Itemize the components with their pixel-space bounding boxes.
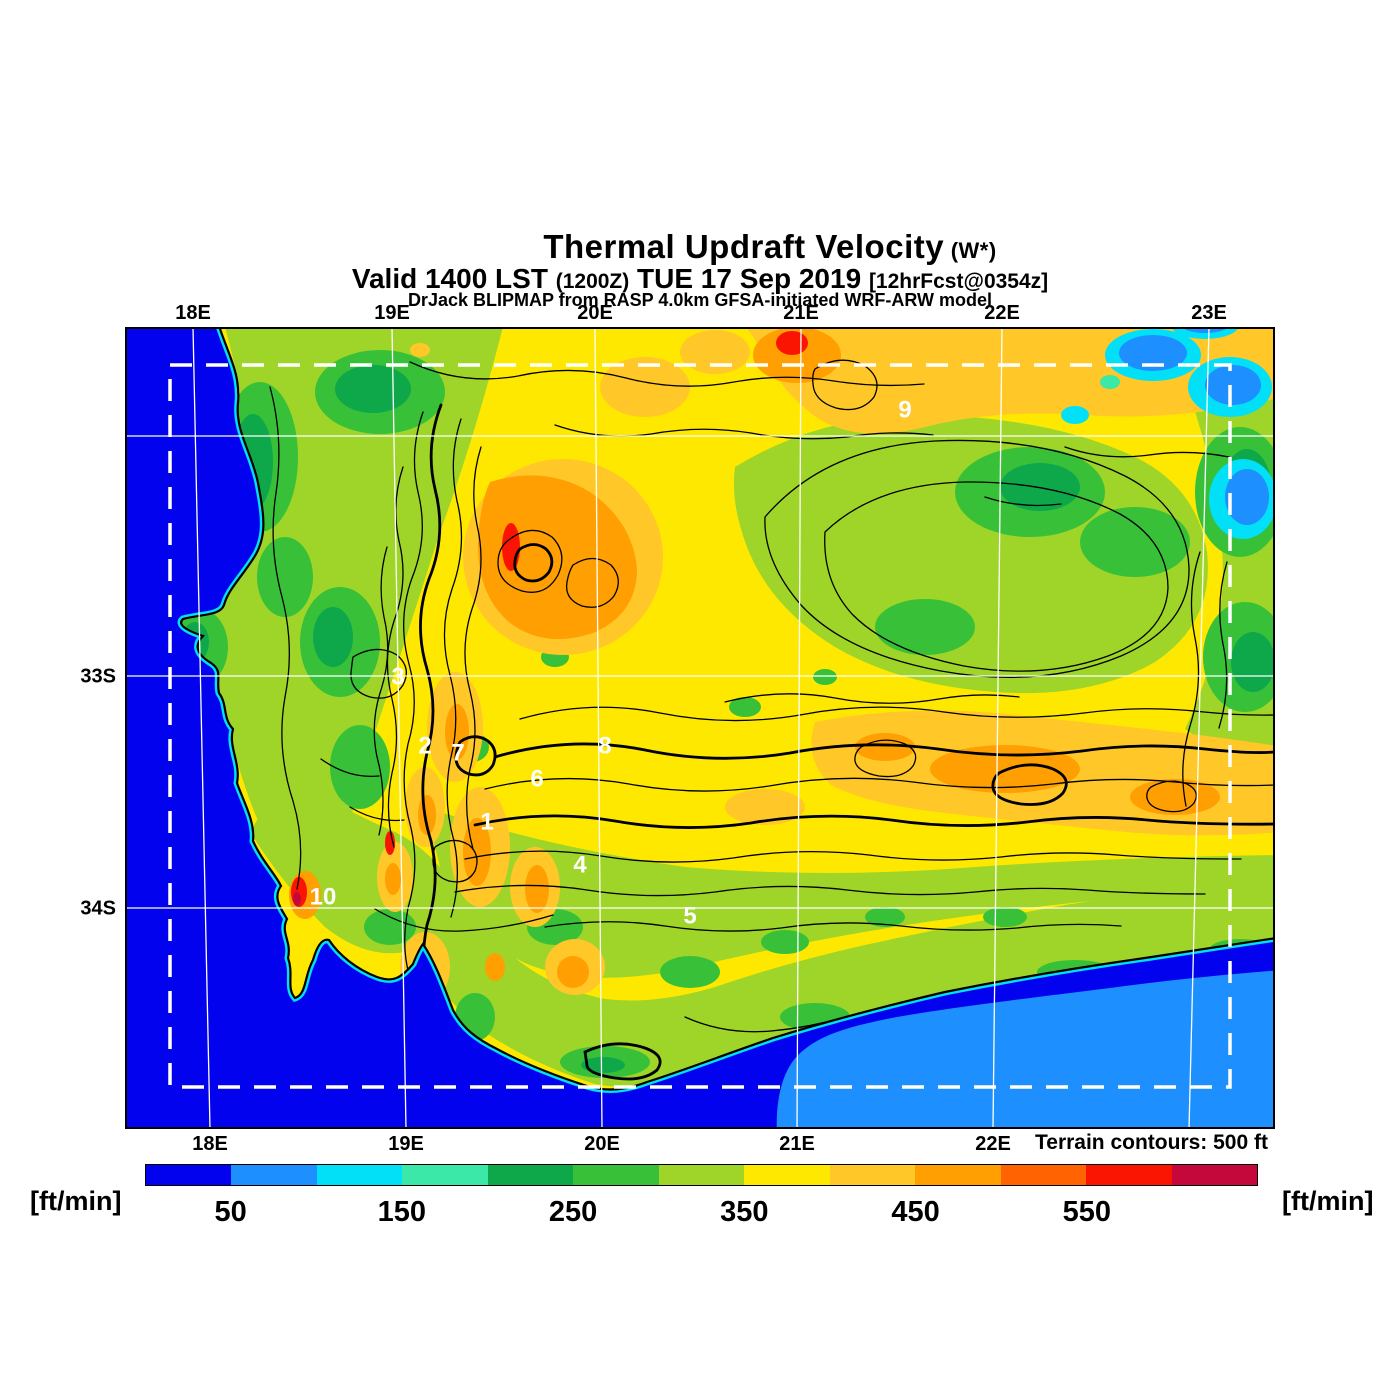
site-label-10: 10 xyxy=(310,884,337,911)
site-label-4: 4 xyxy=(573,852,587,879)
axis-label-19e: 19E xyxy=(374,302,410,324)
colorbar xyxy=(145,1164,1258,1186)
domain-boundary xyxy=(168,363,1232,1089)
axis-label-23e: 23E xyxy=(1191,302,1227,324)
axis-label-20e: 20E xyxy=(584,1133,620,1155)
site-label-6: 6 xyxy=(530,766,543,793)
title-suffix: (W*) xyxy=(944,238,997,263)
terrain-note: Terrain contours: 500 ft xyxy=(1035,1131,1268,1154)
terrain-contours xyxy=(269,359,1275,1081)
axis-label-18e: 18E xyxy=(192,1133,228,1155)
colorbar-segment xyxy=(744,1165,830,1185)
site-label-9: 9 xyxy=(898,397,911,424)
site-label-1: 1 xyxy=(480,809,493,836)
colorbar-segment xyxy=(316,1165,403,1185)
axis-label-33s: 33S xyxy=(80,665,116,688)
axis-label-34s: 34S xyxy=(80,897,116,920)
axis-label-20e: 20E xyxy=(577,302,613,324)
valid-line: Valid 1400 LST (1200Z) TUE 17 Sep 2019 [… xyxy=(0,263,1400,295)
valid-zulu: (1200Z) xyxy=(555,270,630,293)
site-label-2: 2 xyxy=(418,733,431,760)
colorbar-tick-label: 550 xyxy=(1062,1196,1111,1228)
colorbar-segment xyxy=(487,1165,574,1185)
colorbar-segment xyxy=(231,1165,317,1185)
axis-label-22e: 22E xyxy=(975,1133,1011,1155)
sea-lift-patch xyxy=(776,970,1275,1129)
map-frame xyxy=(125,327,1275,1129)
colorbar-tick-label: 50 xyxy=(214,1196,247,1228)
axis-label-21e: 21E xyxy=(779,1133,815,1155)
thermal-map: 1 2 3 4 5 6 7 8 9 10 xyxy=(125,327,1275,1129)
valid-date: TUE 17 Sep 2019 xyxy=(629,263,869,294)
site-label-5: 5 xyxy=(683,903,696,930)
colorbar-segment xyxy=(1171,1165,1258,1185)
axis-label-21e: 21E xyxy=(783,302,819,324)
colorbar-segment xyxy=(915,1165,1001,1185)
map-panel: 1 2 3 4 5 6 7 8 9 10 xyxy=(125,327,1275,1129)
title-main: Thermal Updraft Velocity xyxy=(543,228,945,265)
colorbar-tick-label: 350 xyxy=(720,1196,769,1228)
unit-label-right: [ft/min] xyxy=(1282,1186,1374,1216)
page-title: Thermal Updraft Velocity (W*) xyxy=(70,228,1400,266)
colorbar-tick-label: 150 xyxy=(377,1196,427,1228)
colorbar-tick-label: 450 xyxy=(891,1196,940,1228)
colorbar-segment xyxy=(829,1165,916,1185)
unit-label-left: [ft/min] xyxy=(30,1186,122,1216)
colorbar-segment xyxy=(146,1165,232,1185)
valid-prefix: Valid 1400 LST xyxy=(351,263,556,294)
forecast-tag: [12hrFcst@0354z] xyxy=(868,270,1049,293)
colorbar-tick-label: 250 xyxy=(548,1196,598,1228)
colorbar-segment xyxy=(1086,1165,1172,1185)
site-label-3: 3 xyxy=(391,664,404,691)
graticule xyxy=(125,327,1275,1129)
axis-label-18e: 18E xyxy=(175,302,211,324)
axis-label-19e: 19E xyxy=(388,1133,424,1155)
site-label-7: 7 xyxy=(451,740,464,767)
colorbar-segment xyxy=(1000,1165,1087,1185)
colorbar-segment xyxy=(402,1165,488,1185)
colorbar-segment xyxy=(573,1165,659,1185)
site-label-8: 8 xyxy=(598,733,611,760)
site-labels: 1 2 3 4 5 6 7 8 9 10 xyxy=(310,397,912,930)
axis-label-22e: 22E xyxy=(984,302,1020,324)
model-line: DrJack BLIPMAP from RASP 4.0km GFSA-init… xyxy=(407,290,993,310)
colorbar-segment xyxy=(658,1165,745,1185)
